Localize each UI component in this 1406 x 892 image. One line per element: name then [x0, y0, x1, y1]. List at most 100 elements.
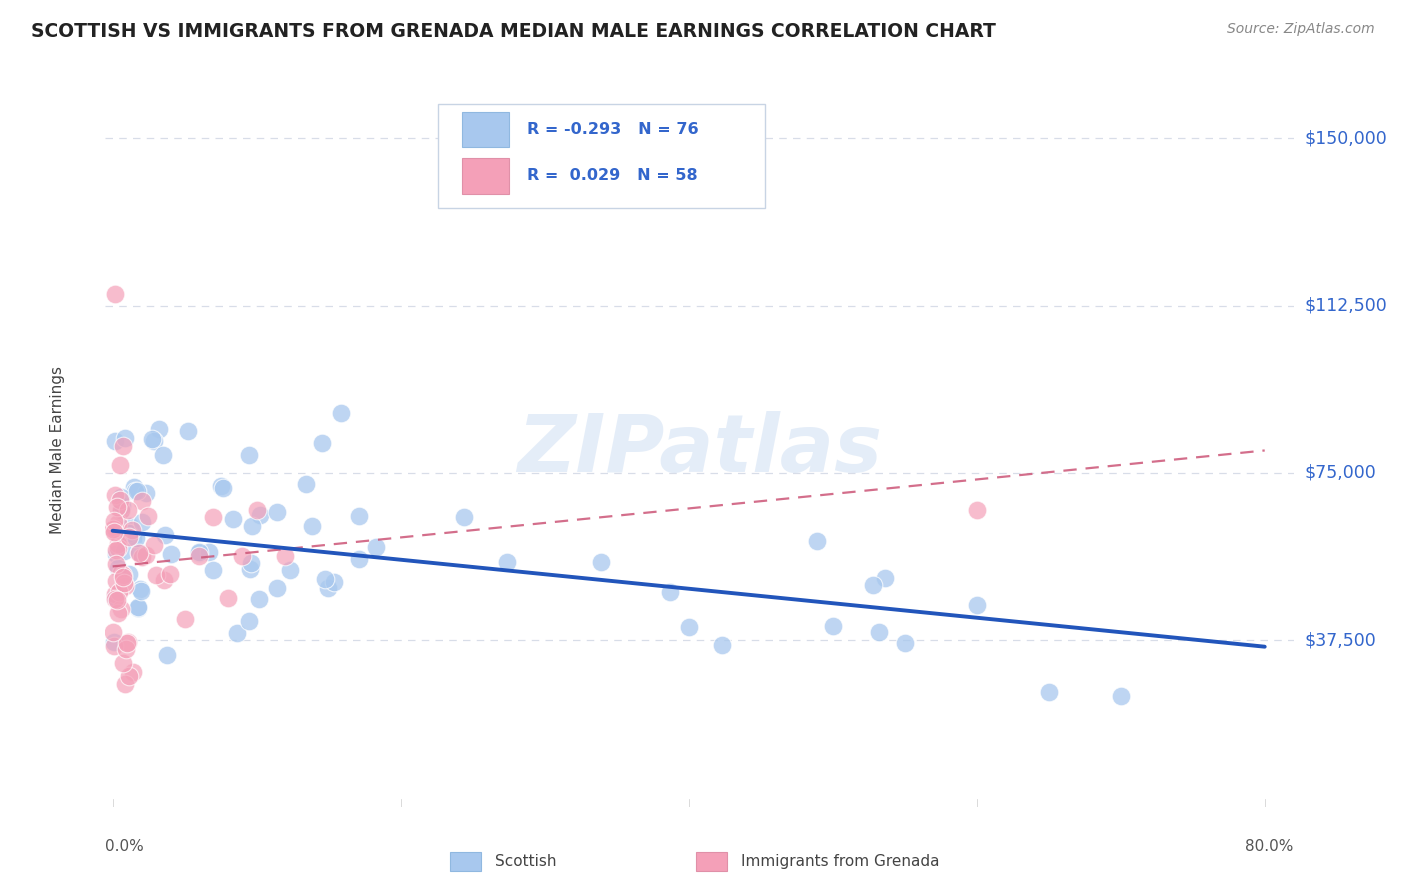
FancyBboxPatch shape	[461, 158, 509, 194]
Point	[103, 523, 125, 537]
Point	[125, 483, 148, 498]
Point	[103, 635, 125, 649]
Point	[115, 636, 138, 650]
Point	[659, 584, 682, 599]
Point	[135, 548, 157, 562]
Point	[201, 563, 224, 577]
Point	[122, 665, 145, 679]
Point	[173, 612, 195, 626]
Point	[862, 577, 884, 591]
Point	[110, 504, 132, 518]
Point	[143, 538, 166, 552]
Point	[347, 552, 370, 566]
Point	[110, 491, 132, 505]
Point	[118, 526, 141, 541]
Point	[129, 584, 152, 599]
Text: 80.0%: 80.0%	[1246, 839, 1294, 855]
Point	[128, 545, 150, 559]
Point	[129, 582, 152, 596]
Point	[104, 574, 127, 588]
Point	[111, 499, 134, 513]
Point	[152, 448, 174, 462]
Point	[131, 493, 153, 508]
Point	[108, 492, 131, 507]
Point	[211, 481, 233, 495]
Point	[329, 406, 352, 420]
Text: $150,000: $150,000	[1305, 129, 1388, 147]
Point	[114, 579, 136, 593]
Point	[249, 508, 271, 523]
Point	[104, 547, 127, 561]
Point	[246, 503, 269, 517]
Point	[117, 503, 139, 517]
Point	[156, 648, 179, 663]
Point	[239, 556, 262, 570]
Point	[104, 590, 127, 604]
Point	[589, 555, 612, 569]
Point	[104, 434, 127, 449]
FancyBboxPatch shape	[461, 112, 509, 147]
Point	[177, 424, 200, 438]
Point	[711, 638, 734, 652]
Point	[349, 508, 371, 523]
Point	[247, 592, 270, 607]
Point	[131, 549, 153, 564]
FancyBboxPatch shape	[439, 104, 765, 208]
Point	[114, 431, 136, 445]
Point	[103, 639, 125, 653]
Point	[118, 518, 141, 533]
Point	[240, 519, 263, 533]
Point	[125, 531, 148, 545]
Point	[188, 544, 211, 558]
Point	[108, 458, 131, 472]
Point	[266, 505, 288, 519]
Point	[112, 543, 135, 558]
Point	[222, 512, 245, 526]
Point	[103, 524, 125, 539]
Point	[202, 509, 225, 524]
Text: Scottish: Scottish	[495, 855, 557, 869]
Point	[159, 566, 181, 581]
Point	[238, 448, 260, 462]
Point	[678, 620, 700, 634]
Point	[121, 523, 143, 537]
Point	[209, 479, 232, 493]
Point	[966, 502, 988, 516]
Text: ZIPatlas: ZIPatlas	[517, 411, 882, 490]
Point	[103, 625, 125, 640]
Point	[112, 575, 135, 590]
Point	[112, 656, 135, 670]
Point	[107, 516, 129, 531]
Point	[495, 555, 517, 569]
Point	[127, 600, 149, 615]
Point	[103, 514, 125, 528]
Point	[453, 510, 475, 524]
Point	[110, 566, 132, 581]
Point	[114, 677, 136, 691]
Point	[1038, 685, 1060, 699]
Point	[104, 592, 127, 607]
Point	[893, 636, 915, 650]
Text: Source: ZipAtlas.com: Source: ZipAtlas.com	[1227, 22, 1375, 37]
Point	[105, 500, 128, 515]
Point	[366, 541, 388, 555]
Point	[148, 422, 170, 436]
Point	[266, 581, 288, 595]
Point	[131, 515, 153, 529]
Point	[104, 287, 127, 301]
Point	[274, 549, 297, 564]
Text: $112,500: $112,500	[1305, 296, 1388, 315]
Point	[107, 541, 129, 556]
Point	[1109, 689, 1132, 703]
Point	[114, 641, 136, 656]
Point	[238, 615, 260, 629]
Point	[160, 547, 183, 561]
Point	[104, 587, 127, 601]
Point	[188, 546, 211, 560]
Text: $37,500: $37,500	[1305, 631, 1376, 649]
Point	[226, 626, 249, 640]
Point	[112, 569, 135, 583]
Point	[311, 435, 333, 450]
Point	[217, 591, 239, 605]
Point	[821, 619, 844, 633]
